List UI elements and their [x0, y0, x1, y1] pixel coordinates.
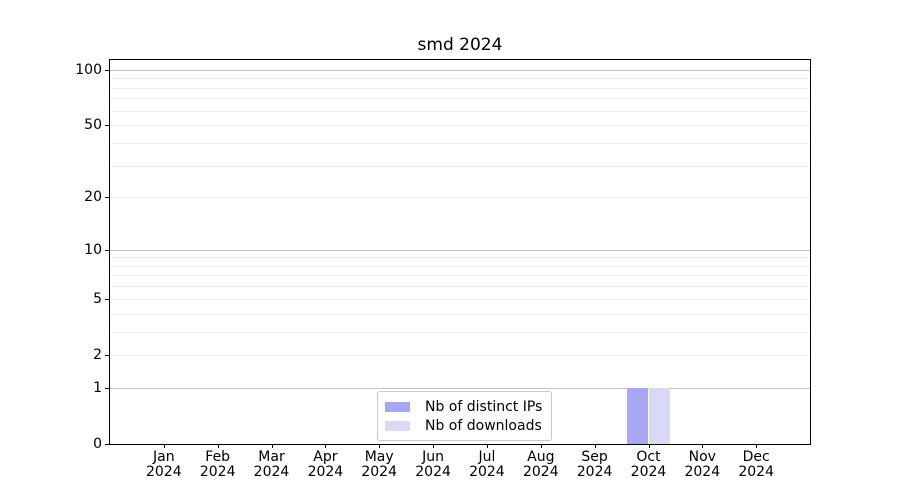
x-axis-tick	[648, 444, 650, 448]
x-tick-year: 2024	[361, 464, 397, 480]
gridline-minor	[110, 110, 810, 112]
gridline-minor	[110, 165, 810, 167]
x-tick-year: 2024	[630, 464, 667, 480]
x-tick-label: Jun 2024	[393, 450, 473, 480]
x-tick-label: Dec 2024	[716, 450, 796, 480]
y-axis-tick	[105, 69, 109, 71]
gridline-minor	[110, 354, 810, 356]
x-tick-month: Jan	[153, 449, 175, 465]
x-tick-label: Apr 2024	[285, 450, 365, 480]
x-tick-year: 2024	[307, 464, 344, 480]
x-tick-label: Sep 2024	[555, 450, 635, 480]
legend-swatch-downloads	[385, 420, 410, 431]
x-tick-label: Nov 2024	[662, 450, 742, 480]
x-tick-label: Feb 2024	[178, 450, 258, 480]
x-tick-label: Oct 2024	[609, 450, 689, 480]
chart-title: smd 2024	[417, 35, 503, 55]
x-tick-label: Mar 2024	[232, 450, 312, 480]
legend-label-distinct-ips: Nb of distinct IPs	[425, 398, 543, 415]
x-tick-month: Sep	[581, 449, 608, 465]
bar-downloads	[648, 387, 670, 444]
x-tick-month: Feb	[205, 449, 231, 465]
y-axis-tick	[105, 387, 109, 389]
x-tick-year: 2024	[199, 464, 236, 480]
gridline-minor	[110, 286, 810, 288]
gridline-major	[110, 249, 810, 251]
bar-distinct-ips	[626, 387, 649, 444]
x-tick-month: Apr	[313, 449, 338, 465]
gridline-minor	[110, 313, 810, 315]
x-tick-year: 2024	[684, 464, 721, 480]
x-axis-tick	[540, 444, 542, 448]
x-tick-label: Jan 2024	[124, 450, 204, 480]
x-tick-year: 2024	[738, 464, 774, 480]
gridline-minor	[110, 257, 810, 259]
y-axis-tick	[105, 444, 109, 445]
x-axis-tick	[594, 444, 596, 448]
legend-item-downloads: Nb of downloads	[385, 417, 542, 434]
plot-area	[109, 59, 811, 445]
x-tick-year: 2024	[145, 464, 182, 480]
gridline-minor	[110, 331, 810, 333]
x-tick-year: 2024	[522, 464, 559, 480]
x-tick-month: Dec	[742, 449, 770, 465]
y-tick-label: 5	[93, 290, 102, 307]
x-tick-month: Oct	[636, 449, 661, 465]
x-axis-tick	[271, 444, 273, 448]
y-tick-label: 10	[84, 241, 102, 258]
x-tick-year: 2024	[469, 464, 505, 480]
gridline-minor	[110, 78, 810, 80]
x-tick-month: Nov	[688, 449, 716, 465]
legend-swatch-distinct-ips	[385, 401, 410, 412]
x-tick-label: Aug 2024	[501, 450, 581, 480]
y-tick-label: 20	[84, 189, 102, 206]
x-axis-tick	[325, 444, 327, 448]
gridline-minor	[110, 298, 810, 300]
x-tick-label: Jul 2024	[447, 450, 527, 480]
y-axis-tick	[105, 249, 109, 251]
y-tick-label: 2	[93, 346, 102, 363]
x-tick-year: 2024	[253, 464, 290, 480]
x-axis-tick	[163, 444, 165, 448]
x-tick-year: 2024	[415, 464, 451, 480]
x-tick-month: Jul	[478, 449, 496, 465]
y-axis-tick	[105, 298, 109, 300]
x-tick-month: May	[364, 449, 394, 465]
gridline-minor	[110, 197, 810, 199]
legend-label-downloads: Nb of downloads	[425, 417, 542, 434]
gridline-minor	[110, 142, 810, 144]
x-tick-year: 2024	[576, 464, 613, 480]
legend-item-distinct-ips: Nb of distinct IPs	[385, 398, 542, 415]
x-axis-tick	[379, 444, 381, 448]
chart-legend: Nb of distinct IPs Nb of downloads	[377, 391, 553, 441]
y-axis-tick	[105, 125, 109, 127]
y-tick-label: 50	[84, 117, 102, 134]
y-axis-tick	[105, 354, 109, 356]
gridline-minor	[110, 275, 810, 277]
x-axis-tick	[756, 444, 758, 448]
x-tick-month: Mar	[258, 449, 285, 465]
x-tick-label: May 2024	[339, 450, 419, 480]
x-tick-month: Aug	[527, 449, 555, 465]
gridline-major	[110, 387, 810, 389]
x-tick-month: Jun	[422, 449, 445, 465]
gridline-major	[110, 69, 810, 71]
x-axis-tick	[433, 444, 435, 448]
gridline-minor	[110, 265, 810, 267]
gridline-minor	[110, 125, 810, 127]
x-axis-tick	[217, 444, 219, 448]
y-tick-label: 0	[93, 436, 102, 452]
x-axis-tick	[486, 444, 488, 448]
gridline-minor	[110, 87, 810, 89]
y-tick-label: 100	[75, 61, 102, 78]
y-tick-label: 1	[93, 379, 102, 396]
x-axis-tick	[702, 444, 704, 448]
y-axis-tick	[105, 197, 109, 199]
gridline-minor	[110, 98, 810, 100]
